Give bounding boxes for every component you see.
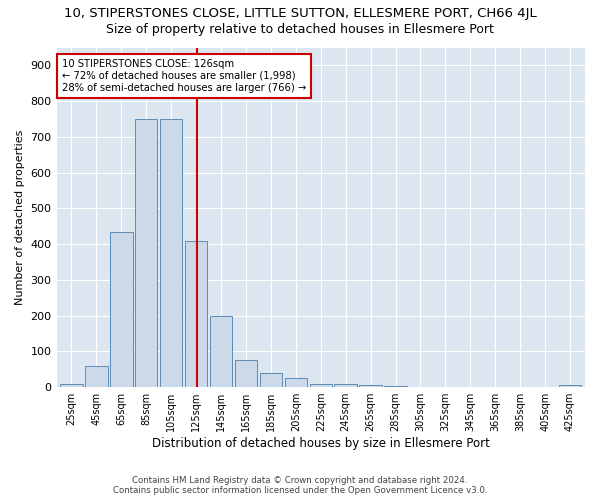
- Bar: [135, 119, 157, 387]
- Bar: [160, 119, 182, 387]
- Bar: [385, 386, 407, 387]
- Bar: [334, 384, 357, 387]
- Text: 10 STIPERSTONES CLOSE: 126sqm
← 72% of detached houses are smaller (1,998)
28% o: 10 STIPERSTONES CLOSE: 126sqm ← 72% of d…: [62, 60, 306, 92]
- Bar: [284, 378, 307, 387]
- Bar: [559, 386, 581, 387]
- Y-axis label: Number of detached properties: Number of detached properties: [15, 130, 25, 305]
- Text: 10, STIPERSTONES CLOSE, LITTLE SUTTON, ELLESMERE PORT, CH66 4JL: 10, STIPERSTONES CLOSE, LITTLE SUTTON, E…: [64, 8, 536, 20]
- Bar: [60, 384, 83, 387]
- X-axis label: Distribution of detached houses by size in Ellesmere Port: Distribution of detached houses by size …: [152, 437, 490, 450]
- Bar: [110, 232, 133, 387]
- Bar: [235, 360, 257, 387]
- Bar: [310, 384, 332, 387]
- Bar: [359, 386, 382, 387]
- Bar: [85, 366, 107, 387]
- Bar: [260, 373, 282, 387]
- Bar: [210, 316, 232, 387]
- Text: Size of property relative to detached houses in Ellesmere Port: Size of property relative to detached ho…: [106, 22, 494, 36]
- Bar: [185, 240, 208, 387]
- Text: Contains HM Land Registry data © Crown copyright and database right 2024.
Contai: Contains HM Land Registry data © Crown c…: [113, 476, 487, 495]
